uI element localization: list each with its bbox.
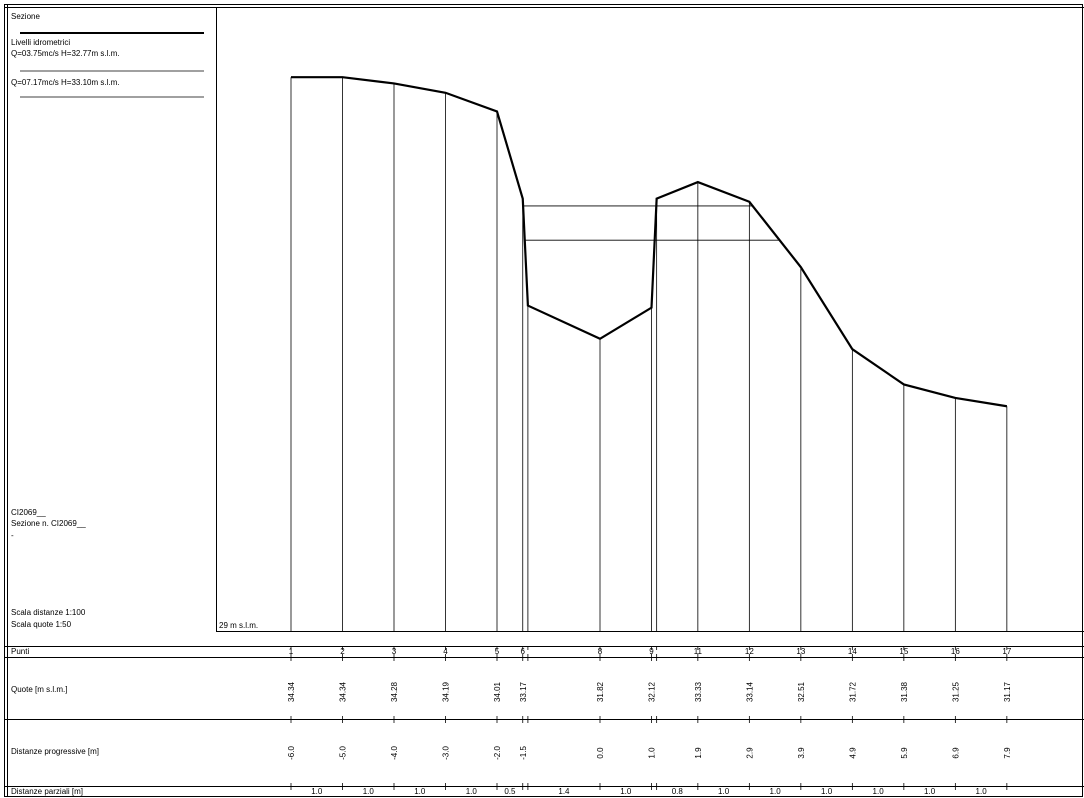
distance-label: -2.0 (493, 746, 502, 760)
partial-distance-label: 1.0 (414, 787, 426, 796)
partial-distance-label: 1.0 (976, 787, 988, 796)
section-name: Sezione n. CI2069__ (11, 519, 86, 528)
point-id-label: 13 (796, 647, 805, 656)
point-id-label: 4 (443, 647, 448, 656)
height-label: 31.72 (848, 681, 857, 702)
legend-levels-heading: Livelli idrometrici (11, 38, 70, 47)
distance-label: 2.9 (745, 747, 754, 759)
legend-level-2: Q=07.17mc/s H=33.10m s.l.m. (11, 78, 120, 87)
distance-label: 4.9 (848, 747, 857, 759)
point-id-label: 8 (598, 647, 603, 656)
distance-label: 6.9 (951, 747, 960, 759)
row-label-parziali: Distanze parziali [m] (11, 787, 83, 796)
point-id-label: 15 (899, 647, 908, 656)
point-id-label: 16 (951, 647, 960, 656)
height-label: 33.14 (745, 681, 754, 702)
partial-distance-label: 1.4 (558, 787, 570, 796)
distance-scale: Scala distanze 1:100 (11, 608, 86, 617)
partial-distance-label: 1.0 (821, 787, 833, 796)
distance-label: 1.9 (694, 747, 703, 759)
distance-label: 7.9 (1003, 747, 1012, 759)
distance-label: -4.0 (390, 746, 399, 760)
row-label-quote: Quote [m s.l.m.] (11, 685, 67, 694)
partial-distance-label: 0.8 (672, 787, 684, 796)
height-label: 34.34 (287, 681, 296, 702)
legend-level-1: Q=03.75mc/s H=32.77m s.l.m. (11, 49, 120, 58)
point-id-label: 1 (289, 647, 294, 656)
distance-label: 3.9 (797, 747, 806, 759)
height-label: 34.28 (390, 681, 399, 702)
point-id-label: 2 (340, 647, 345, 656)
partial-distance-label: 1.0 (718, 787, 730, 796)
datum-label: 29 m s.l.m. (219, 621, 258, 630)
ground-profile (291, 76, 1008, 408)
height-label: 33.33 (694, 681, 703, 702)
point-id-label: 5 (495, 647, 500, 656)
height-label: 31.82 (596, 681, 605, 702)
height-scale: Scala quote 1:50 (11, 620, 72, 629)
distance-label: -3.0 (442, 746, 451, 760)
height-label: 32.51 (797, 681, 806, 702)
partial-distance-label: 1.0 (466, 787, 478, 796)
point-id-label: 14 (848, 647, 857, 656)
section-code: CI2069__ (11, 508, 46, 517)
distance-label: -1.5 (519, 746, 528, 760)
plot-area: 1 34.34 -6.0 2 34.34 -5.0 3 34.28 -4.0 4 34.19 -3.0… (287, 76, 1012, 796)
height-label: 32.12 (648, 681, 657, 702)
height-label: 34.01 (493, 681, 502, 702)
partial-distance-label: 1.0 (770, 787, 782, 796)
legend-title: Sezione (11, 12, 40, 21)
point-id-label: 6 (521, 647, 526, 656)
height-label: 34.19 (442, 681, 451, 702)
height-label: 34.34 (339, 681, 348, 702)
row-label-progressive: Distanze progressive [m] (11, 747, 99, 756)
height-label: 31.25 (951, 681, 960, 702)
partial-distance-label: 1.0 (311, 787, 323, 796)
section-note: - (11, 531, 14, 540)
height-label: 31.38 (900, 681, 909, 702)
distance-label: 0.0 (596, 747, 605, 759)
height-label: 33.17 (519, 681, 528, 702)
point-id-label: 12 (745, 647, 754, 656)
height-label: 31.17 (1003, 681, 1012, 702)
row-label-punti: Punti (11, 647, 29, 656)
distance-label: 1.0 (648, 747, 657, 759)
partial-distance-label: 0.5 (504, 787, 516, 796)
partial-distance-label: 1.0 (363, 787, 375, 796)
partial-distance-label: 1.0 (873, 787, 885, 796)
partial-distance-label: 1.0 (620, 787, 632, 796)
point-id-label: 9 (649, 647, 654, 656)
distance-label: -6.0 (287, 746, 296, 760)
point-id-label: 3 (392, 647, 397, 656)
point-id-label: 17 (1002, 647, 1011, 656)
outer-frame (4, 4, 1083, 797)
partial-distance-label: 1.0 (924, 787, 936, 796)
distance-label: 5.9 (900, 747, 909, 759)
distance-label: -5.0 (339, 746, 348, 760)
point-id-label: 11 (694, 647, 703, 656)
